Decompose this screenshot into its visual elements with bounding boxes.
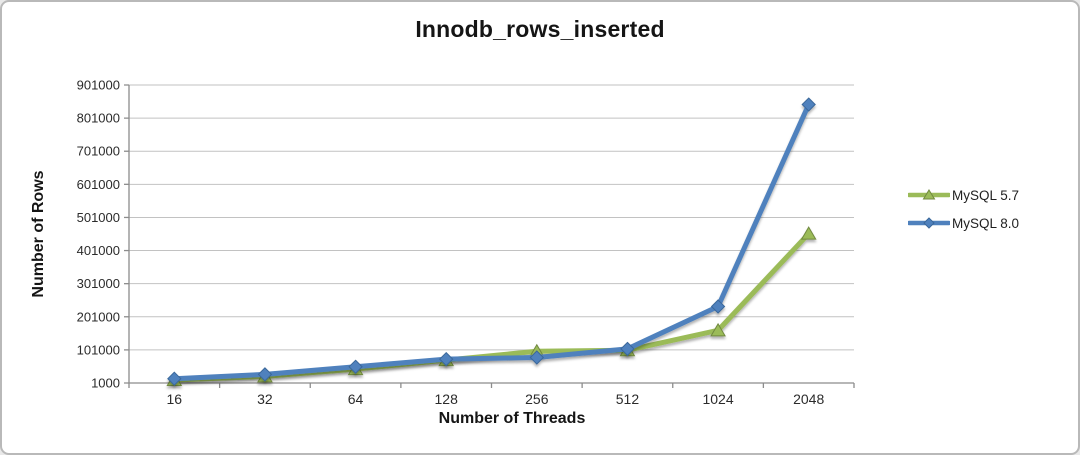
x-tick-label: 256 [525,391,549,407]
triangle-marker [800,226,817,240]
legend-label: MySQL 8.0 [952,215,1020,231]
triangle-marker [710,322,726,337]
diamond-marker [167,371,182,386]
x-tick-label: 128 [435,391,459,407]
legend-item-mysql-5-7: MySQL 5.7 [908,187,1019,203]
diamond-marker [529,350,545,365]
diamond-marker [923,217,935,229]
diamond-marker [257,367,273,382]
y-tick-label: 701000 [77,144,120,159]
legend: MySQL 5.7 MySQL 8.0 [908,187,1019,231]
legend-label: MySQL 5.7 [952,187,1020,203]
diamond-marker [620,341,635,357]
x-tick-label: 32 [257,391,273,407]
triangle-marker [922,189,936,200]
x-tick-label: 16 [167,391,183,407]
x-tick-label: 512 [616,391,640,407]
y-tick-label: 101000 [77,342,120,357]
diamond-marker [710,299,726,314]
y-tick-label: 501000 [77,210,120,225]
y-tick-label: 201000 [77,309,120,324]
x-tick-label: 2048 [793,391,824,407]
y-tick-label: 301000 [77,276,120,291]
y-tick-label: 601000 [77,177,120,192]
y-tick-label: 801000 [77,111,120,126]
y-tick-label: 1000 [91,376,120,391]
x-axis-label: Number of Threads [438,410,586,427]
diamond-marker [801,97,816,112]
diamond-marker [438,351,454,367]
mysql-8-0-series [167,97,816,386]
chart-title: Innodb_rows_inserted [415,16,665,42]
mysql-5-7-legend-marker-icon [908,189,950,200]
mysql-8-0-legend-marker-icon [908,217,950,229]
y-tick-label: 901000 [77,78,120,93]
x-tick-label: 1024 [702,391,733,407]
x-tick-label: 64 [348,391,364,407]
mysql-8-0-line [171,102,812,382]
y-tick-label: 401000 [77,243,120,258]
legend-item-mysql-8-0: MySQL 8.0 [908,215,1019,231]
diamond-marker [348,359,363,374]
